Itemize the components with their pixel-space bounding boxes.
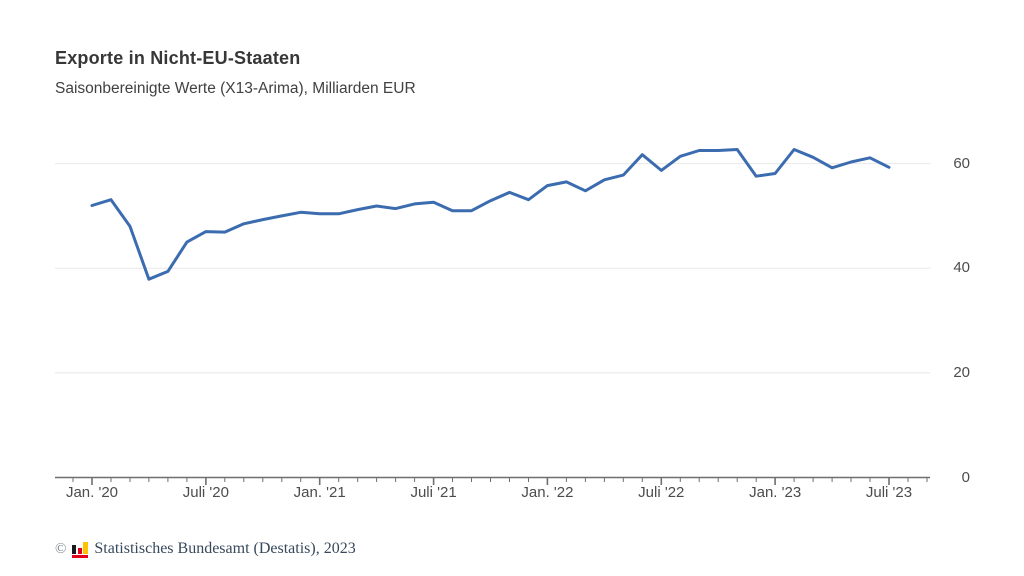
y-tick-label: 0 bbox=[961, 468, 970, 486]
source-attribution: © Statistisches Bundesamt (Destatis), 20… bbox=[55, 537, 356, 561]
y-tick-label: 20 bbox=[953, 363, 970, 381]
data-line-exports bbox=[90, 148, 891, 281]
chart-title: Exporte in Nicht-EU-Staaten bbox=[55, 48, 301, 68]
logo-bar-red bbox=[77, 547, 82, 554]
x-tick-label: Juli '20 bbox=[182, 484, 229, 501]
y-tick-label: 60 bbox=[953, 154, 970, 172]
destatis-bar-chart-icon bbox=[72, 541, 89, 558]
source-text: Statistisches Bundesamt (Destatis), 2023 bbox=[94, 540, 356, 557]
x-tick-label: Jan. '21 bbox=[293, 484, 346, 501]
x-tick-label: Jan. '20 bbox=[65, 484, 119, 501]
x-tick-label: Jan. '22 bbox=[521, 484, 574, 501]
x-tick-label: Jan. '23 bbox=[749, 484, 802, 501]
copyright-symbol: © bbox=[55, 540, 67, 557]
x-tick-label: Juli '23 bbox=[865, 484, 913, 501]
x-tick-label: Juli '21 bbox=[410, 484, 457, 501]
chart-subtitle: Saisonbereinigte Werte (X13-Arima), Mill… bbox=[55, 80, 416, 97]
logo-bar-yellow bbox=[83, 541, 89, 554]
logo-bar-black bbox=[72, 544, 77, 554]
y-tick-label: 40 bbox=[953, 259, 970, 277]
x-tick-label: Juli '22 bbox=[638, 484, 685, 501]
